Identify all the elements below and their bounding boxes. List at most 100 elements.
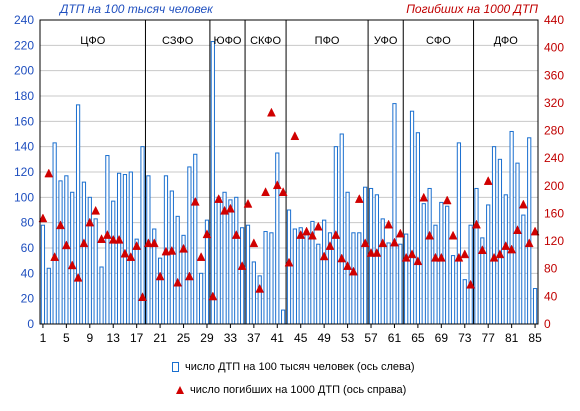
triangle-marker (337, 253, 347, 263)
bar (146, 175, 151, 325)
bar (398, 243, 403, 325)
triangle-marker (442, 195, 452, 205)
y-left-tick-label: 100 (14, 190, 34, 204)
bar (240, 227, 245, 325)
bar (292, 228, 297, 325)
triangle-marker (50, 252, 60, 261)
bar (404, 233, 409, 325)
y-left-tick-label: 0 (27, 317, 34, 331)
bar (427, 187, 432, 325)
triangle-marker (155, 271, 165, 281)
triangle-marker (436, 252, 446, 262)
bar (234, 196, 239, 325)
triangle-marker (231, 230, 241, 239)
triangle-marker (132, 241, 142, 250)
triangle-marker (190, 196, 200, 206)
x-tick-label: 45 (294, 331, 308, 345)
triangle-marker (460, 249, 470, 259)
triangle-marker (226, 203, 235, 213)
triangle-marker (202, 229, 212, 239)
bar (421, 203, 426, 325)
x-tick-label: 57 (364, 331, 378, 345)
triangle-marker (179, 243, 188, 253)
bar (169, 190, 174, 325)
triangle-marker (530, 226, 540, 236)
x-tick-label: 49 (317, 331, 331, 345)
triangle-marker (448, 230, 458, 240)
triangle-marker (108, 234, 118, 244)
bar (134, 238, 139, 325)
triangle-marker (167, 245, 177, 255)
bar (433, 224, 438, 325)
triangle-marker (143, 238, 153, 248)
x-tick-label: 37 (247, 331, 261, 345)
triangle-marker (272, 180, 282, 190)
triangle-marker (477, 245, 487, 255)
triangle-marker (501, 241, 511, 250)
y-right-tick-label: 440 (544, 13, 564, 27)
legend-bar-swatch (172, 362, 179, 372)
triangle-marker (378, 238, 388, 248)
bar (474, 187, 479, 325)
triangle-marker (278, 187, 288, 196)
triangle-marker (85, 217, 95, 227)
x-tick-label: 69 (435, 331, 449, 345)
region-label: ДФО (494, 35, 519, 47)
bar (316, 243, 321, 325)
region-label: СЗФО (162, 35, 194, 47)
x-tick-label: 41 (271, 331, 285, 345)
bar (193, 153, 198, 325)
bar (175, 215, 180, 325)
triangle-marker (120, 248, 130, 258)
bar (116, 172, 122, 325)
triangle-marker (79, 238, 89, 248)
y-right-tick-label: 200 (544, 179, 564, 193)
triangle-marker (161, 246, 171, 256)
bar (64, 175, 69, 325)
x-tick-label: 77 (482, 331, 496, 345)
triangle-marker (419, 192, 429, 202)
bar (409, 110, 415, 325)
triangle-marker (73, 272, 83, 282)
region-label: ЮФО (213, 35, 241, 47)
triangle-marker (214, 194, 224, 203)
bar (468, 224, 473, 325)
triangle-marker (138, 292, 147, 301)
triangle-marker (313, 221, 323, 231)
bar (450, 255, 456, 325)
triangle-marker (495, 249, 505, 259)
y-right-tick-label: 0 (544, 317, 551, 331)
triangle-marker (384, 219, 394, 229)
bar (105, 155, 110, 325)
legend-label-bars: число ДТП на 100 тысяч человек (ось слев… (185, 361, 415, 373)
y-right-tick-label: 80 (544, 262, 558, 276)
region-label: УФО (374, 35, 398, 47)
triangle-marker (431, 252, 440, 262)
x-tick-label: 33 (224, 331, 238, 345)
triangle-marker (290, 131, 300, 141)
regions-layer: ЦФО СЗФО ЮФО СКФО ПФО УФО СФО ДФО (80, 20, 518, 324)
triangle-marker (395, 228, 405, 238)
x-tick-label: 85 (528, 331, 542, 345)
triangle-marker (255, 283, 265, 293)
y-left-tick-label: 20 (21, 292, 35, 306)
x-tick-label: 73 (458, 331, 472, 345)
triangle-marker (331, 230, 341, 239)
bar (322, 219, 327, 325)
bar (87, 196, 92, 325)
triangle-marker (407, 249, 417, 259)
triangle-marker (196, 252, 206, 261)
triangle-marker (507, 244, 517, 254)
y-left-tick-label: 220 (14, 38, 34, 52)
bar (445, 205, 450, 325)
x-tick-label: 53 (341, 331, 355, 345)
bar (497, 158, 503, 325)
bar (304, 232, 309, 325)
bar (380, 218, 385, 325)
bar (527, 137, 532, 325)
bar (351, 232, 356, 325)
bar (40, 224, 46, 325)
bar (128, 171, 133, 325)
y-left-tick-label: 200 (14, 64, 34, 78)
markers-layer (38, 107, 540, 301)
